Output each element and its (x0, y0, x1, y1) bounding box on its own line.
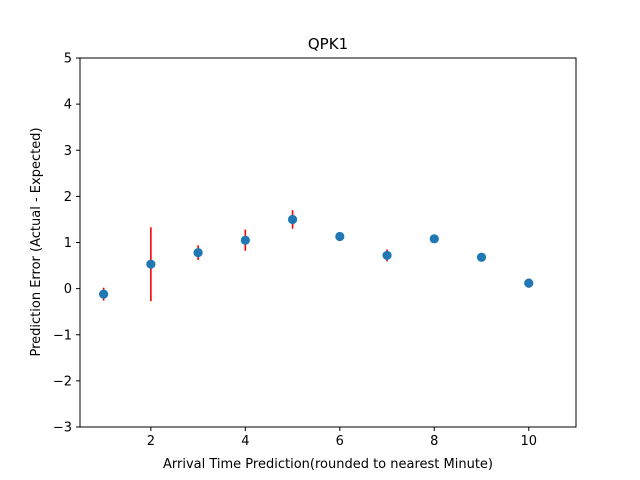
y-tick-label: 1 (64, 236, 72, 251)
x-tick-label: 4 (241, 434, 249, 449)
y-tick-label: 2 (64, 190, 72, 205)
x-tick-label: 2 (147, 434, 155, 449)
x-tick-label: 10 (520, 434, 537, 449)
y-tick-label: 5 (64, 52, 72, 67)
x-tick-label: 8 (430, 434, 438, 449)
y-tick-label: −1 (53, 328, 72, 343)
plot-area (80, 58, 576, 427)
y-tick-label: −2 (53, 374, 72, 389)
data-point-9 (477, 253, 486, 262)
data-point-1 (99, 290, 108, 299)
data-point-10 (524, 278, 533, 287)
y-tick-label: 3 (64, 144, 72, 159)
chart-title: QPK1 (308, 35, 348, 53)
data-point-3 (193, 248, 202, 257)
data-point-7 (382, 251, 391, 260)
y-axis-ticks: −3 −2 −1 0 1 2 3 4 5 (53, 52, 80, 436)
y-axis-label: Prediction Error (Actual - Expected) (29, 127, 44, 356)
data-point-6 (335, 232, 344, 241)
x-tick-label: 6 (336, 434, 344, 449)
y-tick-label: −3 (53, 421, 72, 436)
data-point-8 (430, 234, 439, 243)
x-axis-label: Arrival Time Prediction(rounded to neare… (163, 457, 493, 472)
data-point-5 (288, 215, 297, 224)
x-axis-ticks: 2 4 6 8 10 (147, 427, 537, 449)
data-point-4 (241, 236, 250, 245)
y-tick-label: 0 (64, 282, 72, 297)
data-point-2 (146, 260, 155, 269)
y-tick-label: 4 (64, 98, 72, 113)
